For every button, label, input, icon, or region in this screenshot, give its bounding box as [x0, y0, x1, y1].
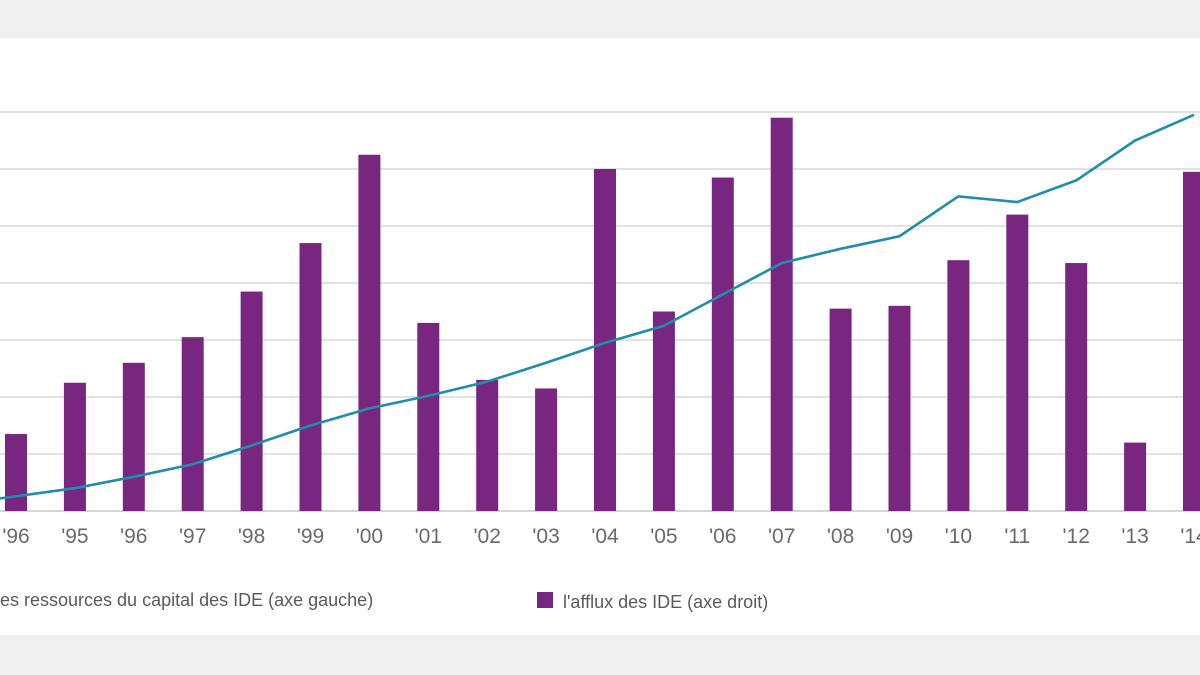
bar-0 [5, 434, 27, 511]
x-tick-label: '95 [61, 525, 88, 548]
bar-8 [476, 379, 499, 511]
x-tick-label: '09 [886, 525, 913, 548]
bar-19 [1124, 442, 1147, 511]
bar-17 [1006, 214, 1029, 511]
x-tick-label: '99 [297, 525, 324, 548]
x-tick-label: '14 [1180, 525, 1200, 548]
bar-2 [122, 362, 145, 511]
x-tick-label: '13 [1121, 525, 1148, 548]
x-tick-label: '04 [591, 525, 619, 548]
x-tick-label: '06 [709, 525, 736, 548]
bar-3 [181, 337, 204, 511]
bar-15 [888, 305, 911, 511]
x-tick-label: '00 [356, 525, 383, 548]
x-tick-label: '96 [2, 525, 29, 548]
x-tick-label: '98 [238, 525, 265, 548]
bar-9 [535, 388, 558, 511]
bar-16 [947, 260, 970, 511]
x-tick-label: '12 [1063, 525, 1090, 548]
bar-7 [417, 322, 440, 511]
legend-bar-swatch [537, 592, 553, 608]
x-tick-label: '07 [768, 525, 795, 548]
legend-bar-label: l'afflux des IDE (axe droit) [563, 592, 768, 612]
bar-5 [299, 243, 322, 511]
capital-line [0, 113, 1195, 500]
bar-11 [652, 311, 675, 511]
bar-series [5, 117, 1200, 512]
x-tick-label: '05 [650, 525, 677, 548]
x-tick-label: '03 [532, 525, 559, 548]
bar-13 [770, 117, 793, 511]
legend: les ressources du capital des IDE (axe g… [0, 590, 768, 612]
bar-18 [1065, 263, 1088, 511]
x-tick-label: '97 [179, 525, 206, 548]
bar-12 [711, 177, 734, 512]
x-tick-label: '11 [1004, 525, 1030, 548]
bar-14 [829, 308, 852, 511]
bar-4 [240, 291, 263, 511]
line-series [0, 113, 1195, 500]
x-tick-label: '10 [945, 525, 972, 548]
x-tick-label: '08 [827, 525, 854, 548]
x-tick-label: '01 [415, 525, 442, 548]
bar-20 [1183, 171, 1200, 511]
legend-line-label: les ressources du capital des IDE (axe g… [0, 590, 373, 610]
x-tick-label: '02 [474, 525, 501, 548]
bar-1 [63, 382, 86, 511]
x-axis-ticks: '96 '95 '96 '97 '98 '99 '00 '01 '02 '03 '04 '05 '06 '… [2, 525, 1200, 548]
bar-10 [594, 169, 616, 511]
x-tick-label: '96 [120, 525, 147, 548]
bar-6 [358, 154, 381, 511]
